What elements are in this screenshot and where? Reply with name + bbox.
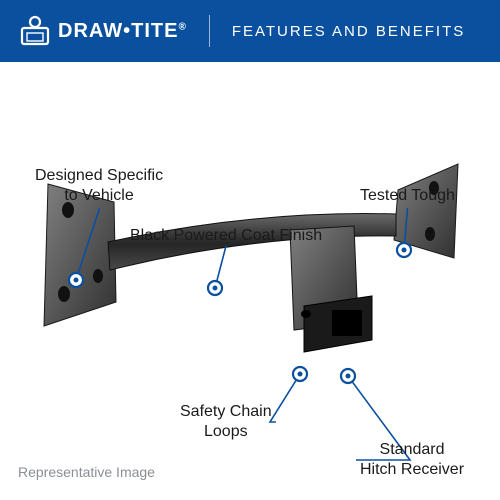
brand-wordmark: DRAW•TITE®	[58, 20, 187, 43]
diagram-stage: Representative Image Designed Specific t…	[0, 62, 500, 500]
header-bar: DRAW•TITE® FEATURES AND BENEFITS	[0, 0, 500, 62]
header-divider	[209, 15, 210, 47]
brand-logo: DRAW•TITE®	[18, 14, 187, 48]
leader-lines	[0, 62, 500, 500]
representative-note: Representative Image	[18, 464, 155, 480]
header-tagline: FEATURES AND BENEFITS	[232, 23, 465, 40]
hitch-ball-icon	[18, 14, 52, 48]
